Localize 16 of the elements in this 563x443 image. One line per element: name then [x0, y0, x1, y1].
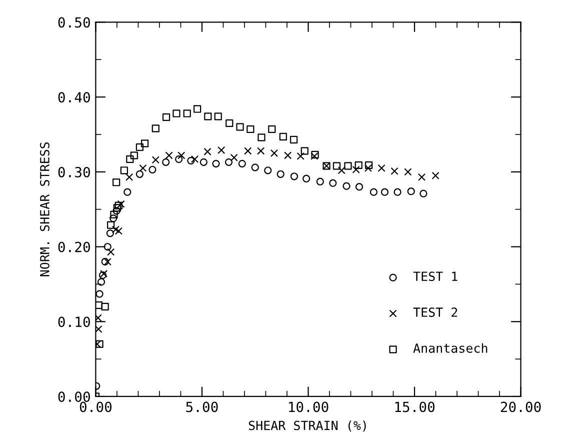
y-tick-label: 0.30 [58, 166, 90, 178]
y-axis-title: NORM. SHEAR STRESS [40, 142, 50, 276]
y-tick-label: 0.00 [58, 391, 90, 402]
y-tick-label: 0.10 [58, 316, 90, 328]
y-tick-label: 0.50 [58, 17, 90, 28]
x-tick-label: 0.00 [80, 402, 112, 412]
y-tick-label: 0.40 [58, 92, 90, 103]
legend-label: Anantasech [413, 343, 488, 353]
x-tick-label: 15.00 [395, 402, 435, 412]
x-tick-label: 20.00 [500, 402, 541, 412]
x-tick-label: 5.00 [186, 402, 218, 412]
y-tick-label: 0.20 [58, 242, 90, 252]
legend-label: TEST 2 [413, 307, 458, 317]
x-axis-title: SHEAR STRAIN (%) [248, 420, 366, 432]
x-tick-label: 10.00 [289, 402, 328, 412]
legend-label: TEST 1 [413, 272, 458, 282]
